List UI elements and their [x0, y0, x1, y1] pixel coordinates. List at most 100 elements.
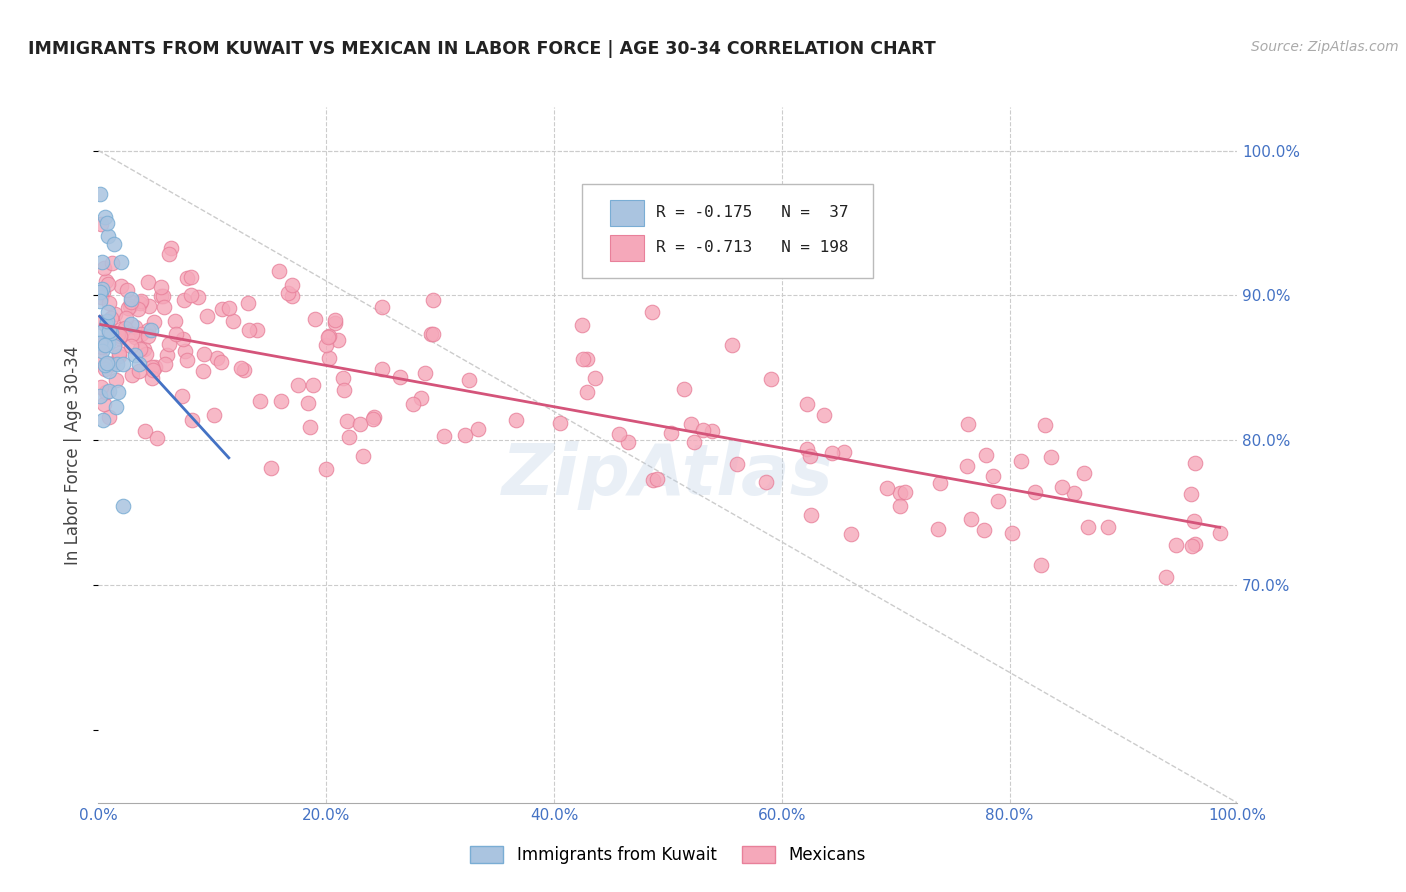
Point [141, 359, 163, 374]
Point [571, 318, 593, 332]
Point [1033, 417, 1056, 432]
Point [138, 300, 160, 314]
Point [1040, 450, 1063, 464]
Point [1077, 520, 1099, 534]
Point [96, 356, 118, 370]
Point [433, 429, 456, 443]
Point [181, 413, 204, 427]
Point [156, 348, 179, 362]
Point [422, 327, 444, 342]
FancyBboxPatch shape [582, 184, 873, 277]
Point [388, 369, 411, 384]
Point [141, 371, 163, 385]
Point [89, 187, 111, 202]
Point [105, 373, 128, 387]
Point [318, 351, 340, 366]
Point [150, 280, 173, 294]
Point [202, 408, 225, 422]
Point [505, 413, 527, 427]
Point [96, 318, 118, 332]
Text: R = -0.175   N =  37: R = -0.175 N = 37 [657, 205, 849, 220]
Point [170, 388, 193, 402]
Point [641, 305, 664, 319]
Point [1063, 486, 1085, 500]
Point [370, 361, 392, 376]
Point [121, 326, 143, 341]
Point [96, 314, 118, 328]
Point [139, 323, 162, 337]
Point [180, 288, 202, 302]
Point [128, 358, 150, 372]
Point [89, 285, 111, 299]
Point [176, 271, 198, 285]
Point [120, 299, 142, 313]
Point [371, 300, 394, 314]
Point [107, 331, 129, 345]
Point [103, 237, 125, 252]
Point [90, 352, 112, 367]
Y-axis label: In Labor Force | Age 30-34: In Labor Force | Age 30-34 [65, 345, 83, 565]
Point [287, 377, 309, 392]
Point [889, 486, 911, 500]
Point [332, 371, 354, 385]
Point [94, 358, 117, 372]
Point [799, 449, 821, 463]
FancyBboxPatch shape [610, 201, 644, 226]
Point [128, 364, 150, 378]
Point [90, 282, 112, 296]
Legend: Immigrants from Kuwait, Mexicans: Immigrants from Kuwait, Mexicans [464, 839, 872, 871]
Point [232, 363, 254, 377]
Point [135, 347, 157, 361]
Point [277, 286, 299, 301]
Point [1164, 538, 1187, 552]
Point [1209, 525, 1232, 540]
Point [91, 285, 114, 299]
Point [97, 229, 120, 244]
Point [363, 410, 385, 425]
Point [155, 357, 177, 371]
Point [1154, 570, 1177, 584]
Point [90, 338, 112, 352]
Point [281, 288, 304, 302]
Point [124, 348, 146, 362]
Point [157, 336, 180, 351]
Point [97, 335, 120, 350]
Point [97, 324, 120, 338]
Point [1052, 480, 1074, 494]
Point [643, 473, 665, 487]
Point [211, 302, 233, 317]
Point [337, 430, 360, 444]
Point [110, 279, 132, 293]
Point [1024, 485, 1046, 500]
Point [120, 339, 142, 353]
Point [297, 396, 319, 410]
Point [98, 364, 121, 378]
Point [238, 296, 260, 310]
Point [721, 338, 744, 352]
Point [325, 313, 347, 327]
Point [97, 305, 120, 319]
Point [124, 330, 146, 344]
Point [193, 347, 215, 361]
Point [457, 373, 479, 387]
Point [761, 371, 783, 385]
Point [90, 290, 112, 304]
Point [91, 255, 114, 269]
Point [115, 310, 138, 325]
Point [974, 448, 997, 462]
Text: IMMIGRANTS FROM KUWAIT VS MEXICAN IN LABOR FORCE | AGE 30-34 CORRELATION CHART: IMMIGRANTS FROM KUWAIT VS MEXICAN IN LAB… [28, 40, 936, 58]
Point [90, 344, 112, 359]
Point [128, 343, 150, 357]
Point [821, 446, 844, 460]
Point [91, 324, 114, 338]
Point [93, 397, 115, 411]
Point [755, 475, 778, 490]
Point [673, 382, 696, 396]
Point [218, 301, 240, 316]
Point [453, 428, 475, 442]
Point [91, 340, 114, 354]
Text: R = -0.713   N = 198: R = -0.713 N = 198 [657, 240, 849, 255]
Point [361, 411, 384, 425]
Point [422, 293, 444, 308]
Point [195, 309, 218, 323]
